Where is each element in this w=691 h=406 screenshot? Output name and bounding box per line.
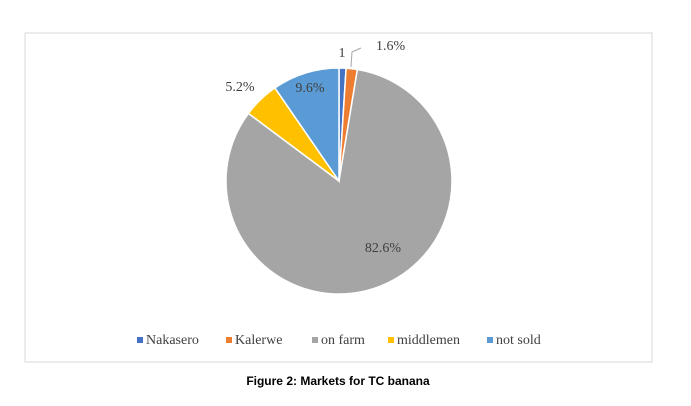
legend-marker: [226, 337, 232, 343]
legend-marker: [137, 337, 143, 343]
legend-label: Nakasero: [146, 333, 199, 348]
data-label: 9.6%: [295, 81, 325, 96]
caption: Figure 2: Markets for TC banana: [246, 374, 430, 388]
legend-label: not sold: [496, 333, 541, 348]
pie-slice: [273, 67, 340, 184]
data-label: 1: [339, 46, 346, 61]
data-label: 82.6%: [365, 241, 402, 256]
legend-marker: [312, 337, 318, 343]
legend-label: on farm: [321, 333, 365, 348]
data-label: 5.2%: [225, 80, 255, 95]
legend-label: middlemen: [397, 333, 460, 348]
legend-marker: [487, 337, 493, 343]
leader-line: [350, 47, 362, 68]
data-label: 1.6%: [376, 39, 406, 54]
legend-label: Kalerwe: [235, 333, 282, 348]
legend-marker: [388, 337, 394, 343]
